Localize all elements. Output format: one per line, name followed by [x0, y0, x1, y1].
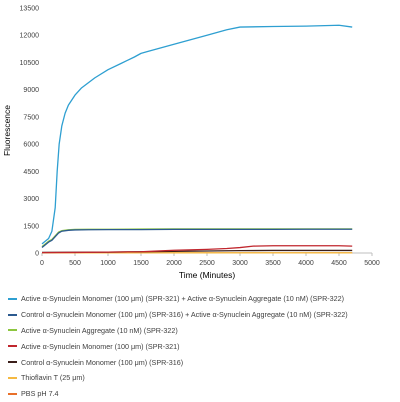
line-chart: 0 1500 3000 4500 6000 7500 9000 10500 12000 13500…	[2, 6, 380, 281]
x-axis-ticks: 0 500 1000 1500 2000 2500 3000 3500 4000 4500 5000	[40, 253, 380, 267]
x-tick-label: 3500	[265, 260, 281, 267]
y-tick-label: 13500	[20, 6, 40, 13]
x-tick-label: 2500	[199, 260, 215, 267]
x-tick-label: 1000	[100, 260, 116, 267]
legend-swatch	[8, 297, 17, 300]
series-line	[41, 228, 353, 249]
x-tick-label: 2000	[166, 260, 182, 267]
y-tick-label: 6000	[23, 142, 39, 149]
y-tick-label: 9000	[23, 87, 39, 94]
series-lines	[41, 24, 353, 254]
y-tick-label: 3000	[23, 196, 39, 203]
y-tick-label: 0	[35, 251, 39, 258]
x-tick-label: 4000	[298, 260, 314, 267]
y-tick-label: 10500	[20, 60, 40, 67]
chart-legend: Active α-Synuclein Monomer (100 μm) (SPR…	[8, 291, 396, 402]
legend-label: Control α-Synuclein Monomer (100 μm) (SP…	[21, 357, 184, 367]
x-tick-label: 5000	[364, 260, 380, 267]
x-tick-label: 0	[40, 260, 44, 267]
series-line	[41, 24, 353, 245]
legend-label: Active α-Synuclein Monomer (100 μm) (SPR…	[21, 294, 345, 304]
legend-swatch	[8, 392, 17, 395]
legend-swatch	[8, 361, 17, 364]
x-tick-label: 3000	[232, 260, 248, 267]
x-tick-label: 1500	[133, 260, 149, 267]
legend-swatch	[8, 313, 17, 316]
legend-label: Control α-Synuclein Monomer (100 μm) (SP…	[21, 310, 348, 320]
y-tick-label: 4500	[23, 169, 39, 176]
x-tick-label: 4500	[331, 260, 347, 267]
y-axis-ticks: 0 1500 3000 4500 6000 7500 9000 10500 12000 13500	[20, 6, 40, 258]
legend-label: Active α-Synuclein Monomer (100 μm) (SPR…	[21, 341, 180, 351]
legend-item: PBS pH 7.4	[8, 386, 396, 402]
legend-label: Active α-Synuclein Aggregate (10 nM) (SP…	[21, 325, 178, 335]
series-line	[41, 228, 353, 248]
legend-label: Thioflavin T (25 μm)	[21, 373, 85, 383]
legend-swatch	[8, 329, 17, 332]
legend-item: Control α-Synuclein Monomer (100 μm) (SP…	[8, 354, 396, 370]
y-tick-label: 7500	[23, 114, 39, 121]
legend-item: Thioflavin T (25 μm)	[8, 370, 396, 386]
legend-swatch	[8, 345, 17, 348]
legend-item: Control α-Synuclein Monomer (100 μm) (SP…	[8, 307, 396, 323]
legend-label: PBS pH 7.4	[21, 389, 59, 399]
x-tick-label: 500	[69, 260, 81, 267]
legend-item: Active α-Synuclein Monomer (100 μm) (SPR…	[8, 338, 396, 354]
legend-swatch	[8, 376, 17, 379]
y-tick-label: 12000	[20, 33, 40, 40]
y-axis-title: Fluorescence	[2, 105, 12, 156]
legend-item: Active α-Synuclein Aggregate (10 nM) (SP…	[8, 323, 396, 339]
x-axis-title: Time (Minutes)	[179, 270, 236, 280]
legend-item: Active α-Synuclein Monomer (100 μm) (SPR…	[8, 291, 396, 307]
y-tick-label: 1500	[23, 223, 39, 230]
series-line	[41, 245, 353, 254]
